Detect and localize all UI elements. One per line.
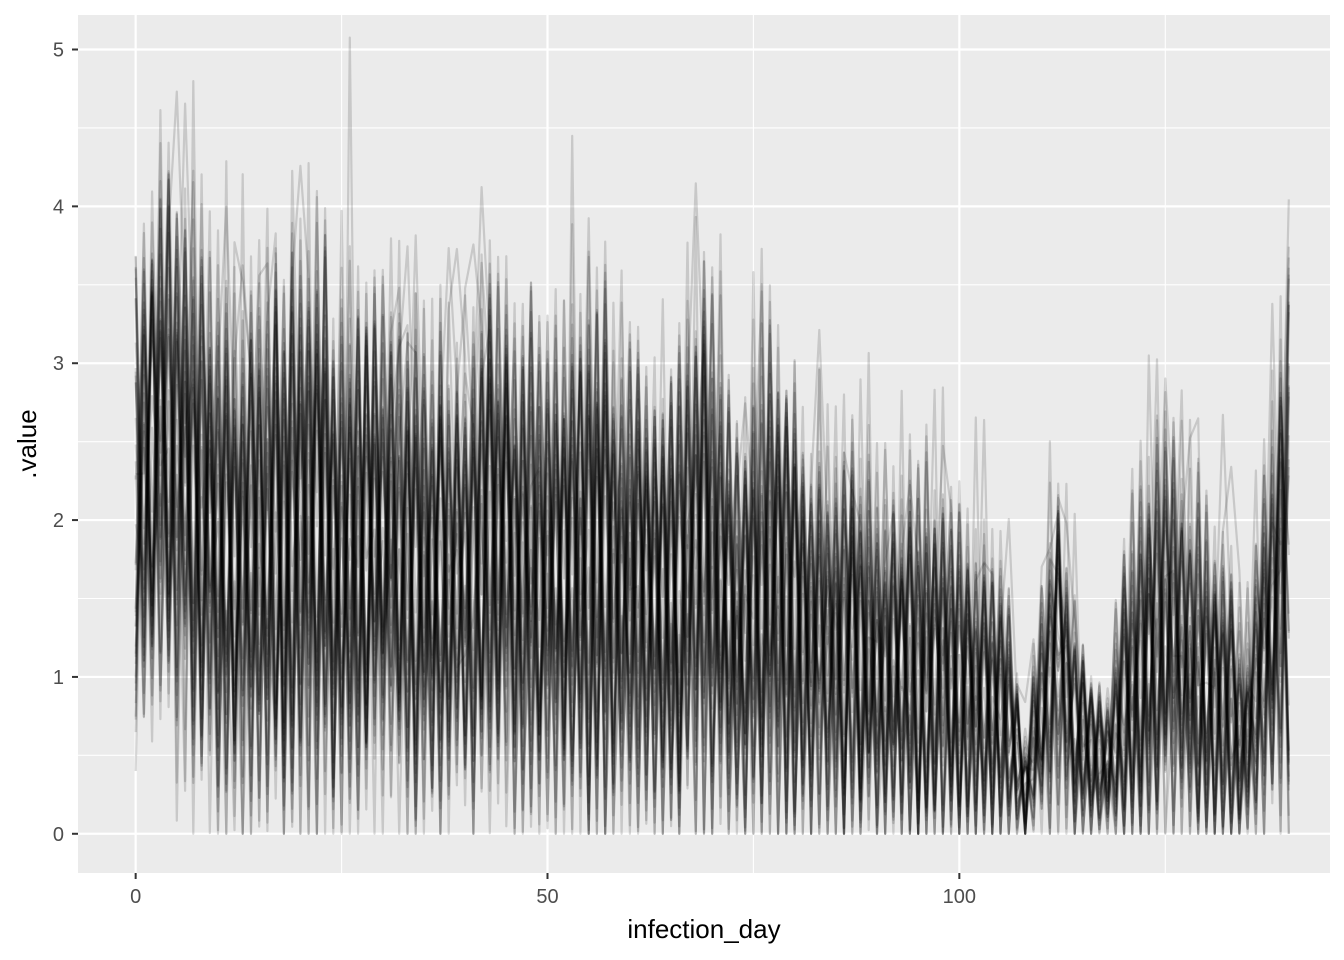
x-tick-label: 100 — [943, 886, 976, 908]
series-line — [134, 181, 1290, 835]
series-line — [134, 169, 1290, 835]
series-line — [134, 178, 1290, 835]
x-tick-label: 0 — [130, 886, 141, 908]
series-line — [134, 80, 1290, 835]
y-tick-label: 1 — [53, 667, 64, 689]
series-line — [134, 217, 1290, 835]
series-line — [134, 212, 1290, 835]
series-line — [134, 213, 1290, 835]
minor-gridlines — [78, 15, 1330, 873]
series-line — [134, 169, 1290, 835]
series-line — [134, 252, 1290, 835]
series-line — [134, 172, 1290, 835]
series-line — [134, 179, 1290, 835]
series-line — [134, 36, 1290, 835]
series-line — [134, 189, 1290, 835]
series-line — [134, 235, 1290, 835]
series-line — [134, 186, 1290, 835]
series-line — [134, 102, 1290, 835]
series-line — [134, 221, 1290, 835]
y-tick-label: 4 — [53, 196, 64, 218]
y-tick-label: 2 — [53, 510, 64, 532]
y-tick-label: 5 — [53, 40, 64, 62]
y-tick-label: 3 — [53, 353, 64, 375]
series-line — [134, 162, 1290, 835]
panel-background — [78, 15, 1330, 873]
y-axis-title: .value — [12, 409, 42, 478]
series-line — [134, 221, 1290, 835]
series-line — [134, 190, 1290, 835]
x-axis: 0 50 100 — [130, 873, 976, 908]
series-line — [134, 160, 1290, 835]
series-line — [134, 170, 1290, 835]
series-line — [134, 209, 1290, 835]
series-line — [134, 197, 1290, 835]
series-line — [134, 142, 1290, 835]
series-line — [134, 257, 1290, 835]
series-line — [135, 173, 1290, 835]
series-line — [134, 217, 1290, 835]
x-tick-label: 50 — [536, 886, 558, 908]
series-line — [134, 210, 1290, 835]
series-line — [134, 187, 1290, 835]
series-line — [134, 141, 1290, 835]
series-line — [134, 196, 1290, 835]
series-line — [134, 229, 1290, 835]
major-gridlines — [78, 15, 1330, 873]
y-axis: 0 1 2 3 4 5 — [53, 40, 78, 846]
series-line — [134, 274, 1290, 835]
x-axis-title: infection_day — [627, 914, 780, 944]
series-line — [134, 180, 1290, 835]
series-line — [134, 90, 1290, 835]
series-line — [134, 204, 1290, 835]
series-line — [134, 109, 1290, 835]
series-line — [134, 205, 1290, 835]
y-tick-label: 0 — [53, 824, 64, 846]
series-line — [134, 217, 1290, 835]
series-lines — [134, 36, 1290, 835]
